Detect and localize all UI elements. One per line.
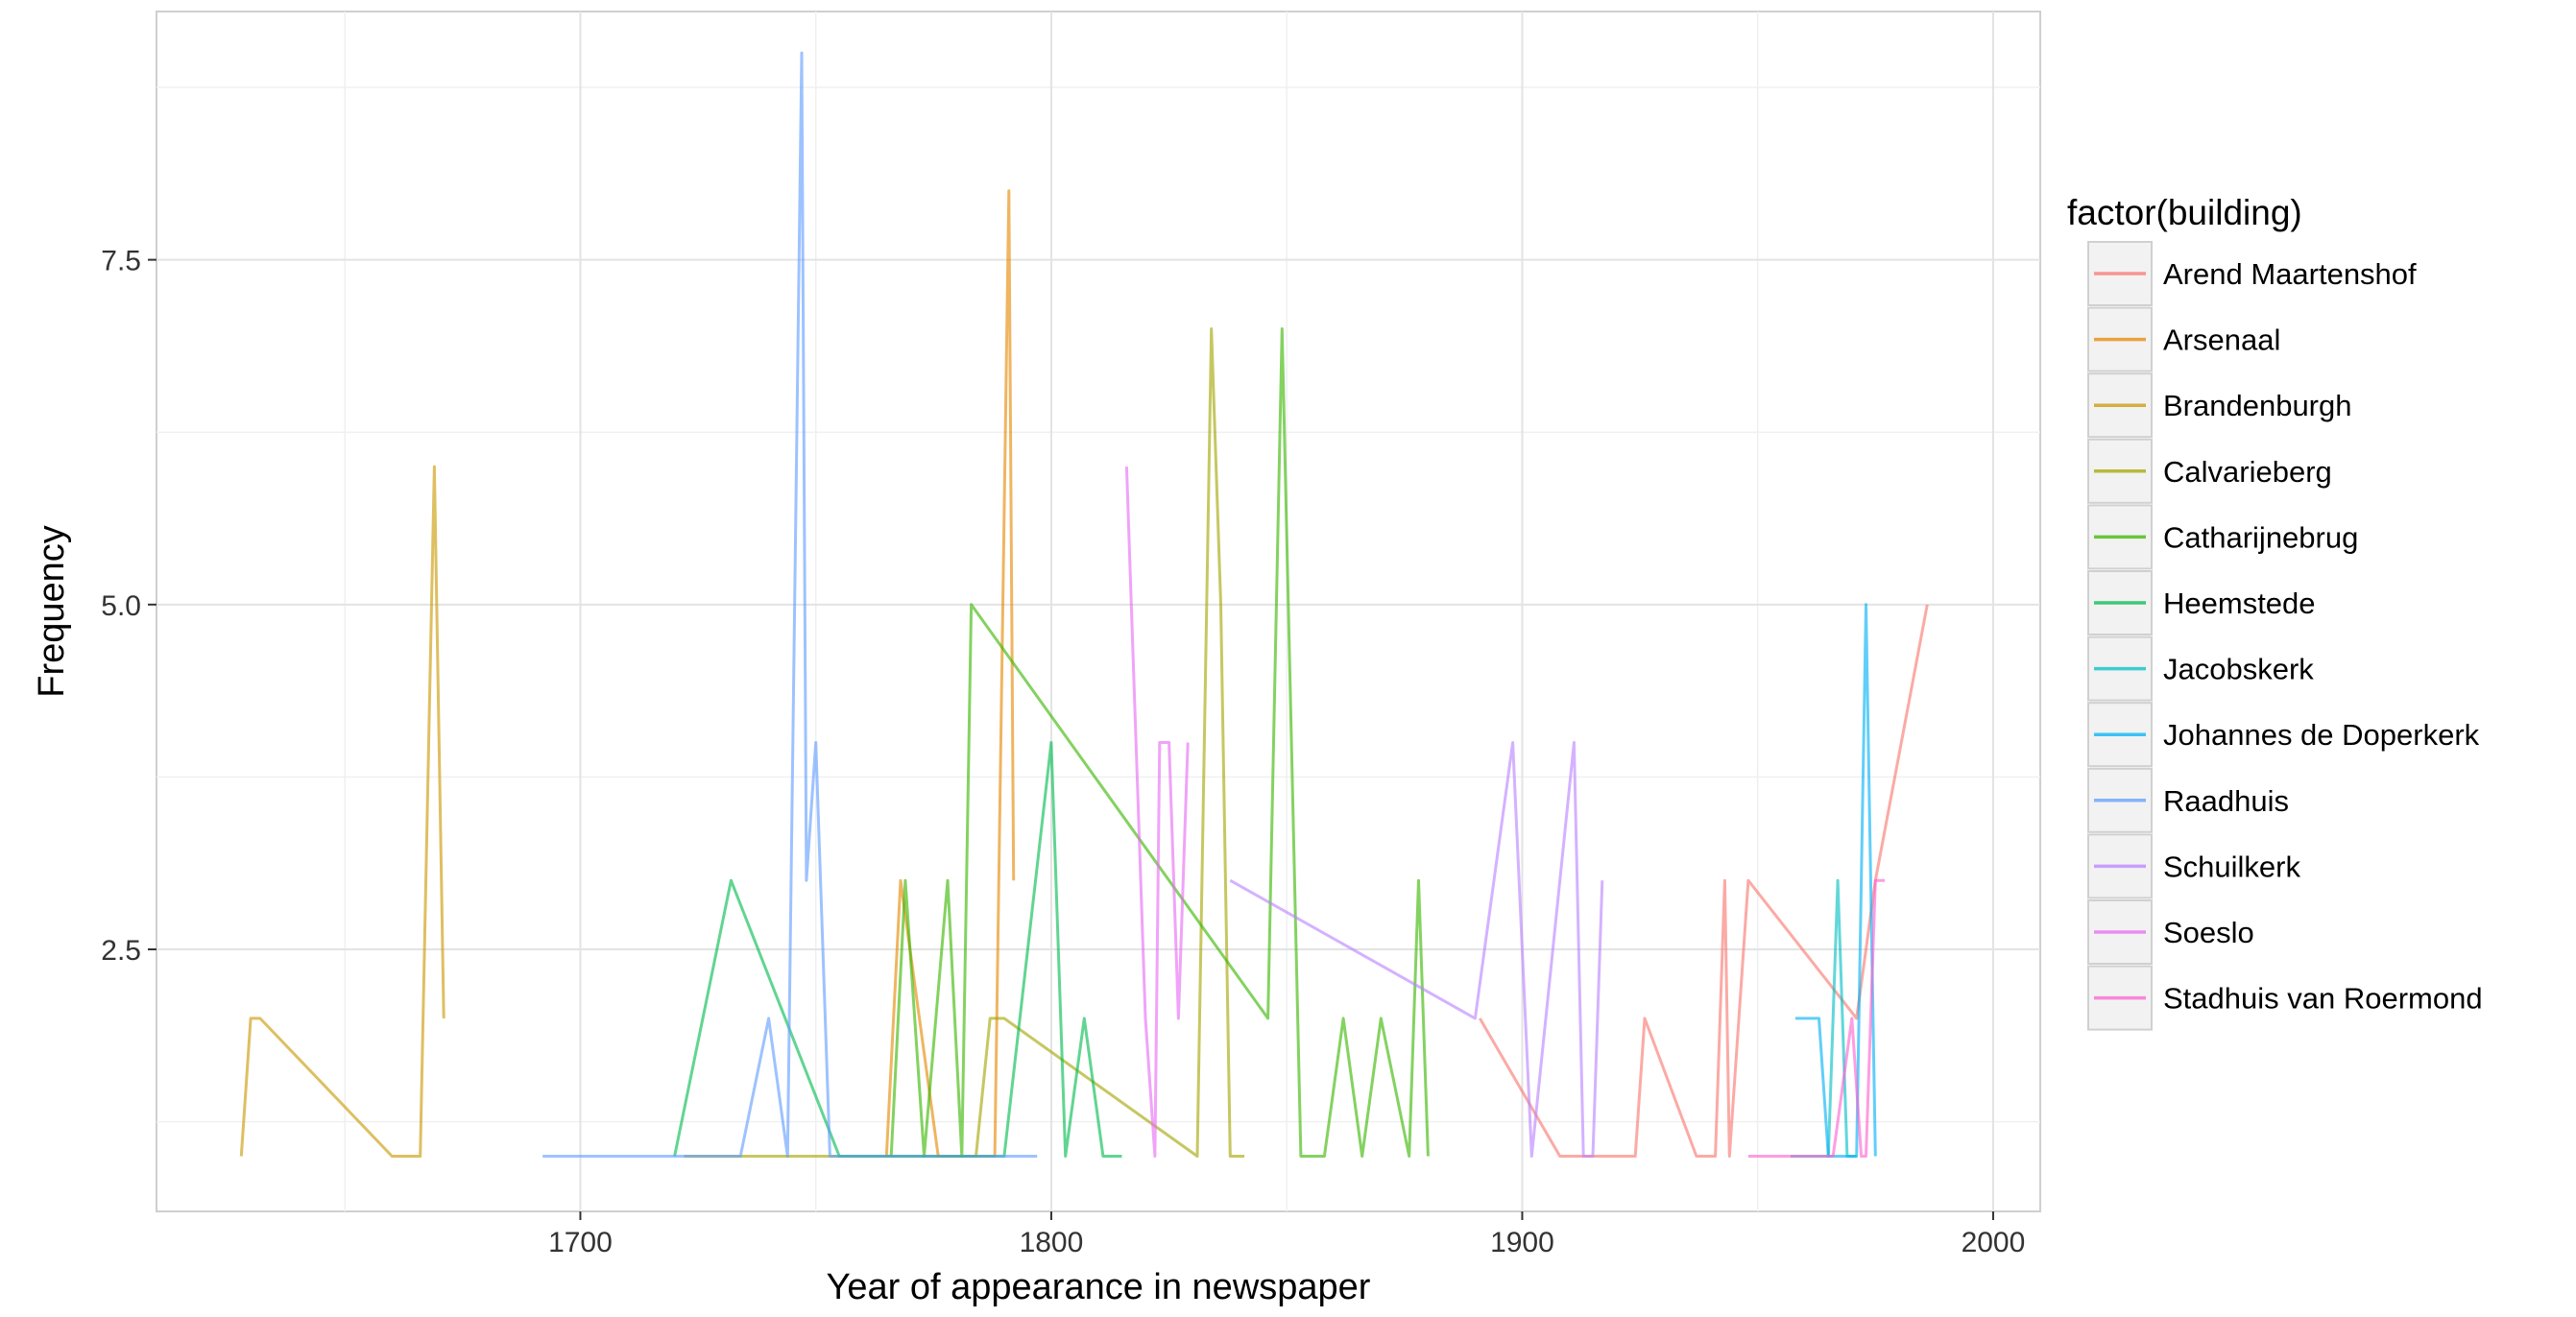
series-lines [239, 51, 1929, 1158]
legend-label: Arend Maartenshof [2163, 257, 2417, 291]
y-tick-label: 7.5 [101, 246, 141, 277]
series-line-12 [1747, 878, 1886, 1158]
y-tick-label: 5.0 [101, 590, 141, 622]
legend-label: Raadhuis [2163, 784, 2289, 818]
legend-label: Heemstede [2163, 587, 2316, 620]
series-line-10 [1229, 741, 1604, 1158]
legend-label: Schuilkerk [2163, 850, 2300, 883]
major-gridlines [156, 12, 2040, 1211]
x-tick-label: 1800 [1020, 1227, 1084, 1258]
legend-label: Soeslo [2163, 916, 2254, 949]
legend-label: Calvarieberg [2163, 455, 2332, 489]
y-axis-ticks: 2.5 5.0 7.5 [101, 246, 156, 967]
legend-title: factor(building) [2067, 193, 2302, 232]
legend-label: Stadhuis van Roermond [2163, 982, 2483, 1016]
legend-label: Arsenaal [2163, 323, 2280, 357]
legend-label: Catharijnebrug [2163, 520, 2358, 554]
y-tick-label: 2.5 [101, 935, 141, 967]
series-line-5 [889, 327, 1430, 1158]
x-tick-label: 1700 [548, 1227, 613, 1258]
x-axis-title: Year of appearance in newspaper [827, 1267, 1371, 1307]
legend-label: Johannes de Doperkerk [2163, 718, 2480, 752]
series-line-1 [1479, 604, 1929, 1158]
x-tick-label: 1900 [1490, 1227, 1554, 1258]
legend-label: Brandenburgh [2163, 389, 2352, 422]
legend: factor(building) Arend Maartenshof Arsena… [2067, 193, 2483, 1031]
series-line-9 [542, 51, 1038, 1158]
legend-label: Jacobskerk [2163, 653, 2314, 686]
x-tick-label: 2000 [1962, 1227, 2026, 1258]
series-line-11 [1124, 467, 1190, 1158]
legend-items: Arend Maartenshof Arsenaal Brandenburgh Cal… [2087, 241, 2483, 1031]
y-axis-title: Frequency [32, 525, 72, 698]
x-axis-ticks: 1700 1800 1900 2000 [548, 1211, 2025, 1258]
series-line-3 [239, 465, 445, 1158]
